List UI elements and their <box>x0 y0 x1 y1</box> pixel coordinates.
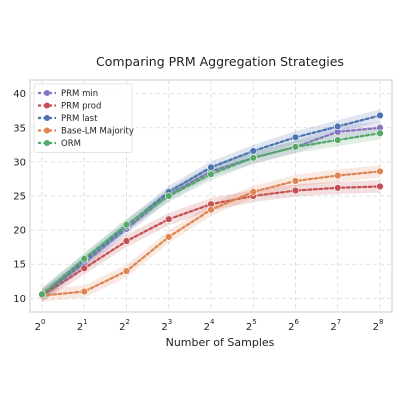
data-point <box>207 170 215 178</box>
y-tick-label: 35 <box>13 123 26 134</box>
x-tick-exponent: 3 <box>168 318 172 326</box>
legend-swatch-marker <box>44 127 50 134</box>
data-point <box>165 192 173 200</box>
data-point <box>334 122 342 131</box>
legend-swatch-marker <box>44 90 50 96</box>
legend-label: PRM prod <box>61 102 101 112</box>
data-point <box>165 215 173 223</box>
data-point <box>249 154 257 162</box>
data-point <box>376 167 384 176</box>
x-tick-base: 2 <box>77 322 83 333</box>
data-point <box>291 186 300 195</box>
data-point <box>80 264 88 273</box>
data-point <box>376 182 384 191</box>
legend-label: PRM last <box>61 114 98 124</box>
data-point <box>249 188 257 196</box>
x-tick-label: 20 <box>35 318 46 333</box>
series-base-lm-majority <box>38 165 384 302</box>
y-tick-label: 10 <box>13 294 26 305</box>
data-point <box>80 255 88 263</box>
legend-swatch-marker <box>44 115 50 121</box>
legend-label: PRM min <box>61 89 98 99</box>
data-point <box>122 267 131 275</box>
x-tick-exponent: 2 <box>125 318 129 326</box>
y-tick-label: 15 <box>13 260 26 271</box>
data-point <box>165 233 173 241</box>
legend: PRM min PRM prod PRM last Base-LM Majority O… <box>33 83 134 153</box>
x-tick-base: 2 <box>204 322 210 333</box>
data-point <box>122 220 131 229</box>
x-tick-label: 25 <box>246 318 257 333</box>
x-tick-label: 21 <box>77 318 88 333</box>
data-point <box>80 287 88 296</box>
data-point <box>291 177 300 185</box>
x-tick-base: 2 <box>246 322 252 333</box>
x-tick-label: 24 <box>204 318 215 333</box>
x-tick-base: 2 <box>288 322 294 333</box>
x-tick-base: 2 <box>119 322 125 333</box>
x-tick-base: 2 <box>161 322 167 333</box>
x-tick-exponent: 6 <box>294 318 299 326</box>
series-orm <box>38 127 384 301</box>
x-tick-exponent: 8 <box>379 318 383 326</box>
y-tick-label: 25 <box>13 192 26 203</box>
legend-swatch-marker <box>44 102 50 109</box>
series-band <box>42 127 380 301</box>
x-tick-base: 2 <box>35 322 41 333</box>
x-tick-label: 28 <box>373 318 384 333</box>
x-tick-exponent: 0 <box>41 318 45 326</box>
y-tick-label: 30 <box>13 157 26 168</box>
data-point <box>376 111 384 120</box>
y-tick-label: 20 <box>13 226 26 237</box>
data-point <box>291 133 300 142</box>
series-prm-prod <box>38 180 384 302</box>
data-point <box>376 129 384 137</box>
data-point <box>207 205 215 214</box>
data-point <box>122 237 131 245</box>
x-tick-exponent: 4 <box>210 318 215 326</box>
x-tick-label: 22 <box>119 318 130 333</box>
data-point <box>334 136 342 144</box>
data-point <box>38 290 46 298</box>
series-band <box>42 109 380 301</box>
data-point <box>334 171 342 180</box>
legend-box <box>33 83 133 153</box>
x-tick-base: 2 <box>373 322 379 333</box>
legend-label: Base-LM Majority <box>61 127 134 137</box>
x-tick-exponent: 5 <box>252 318 256 326</box>
y-tick-label: 40 <box>13 89 26 100</box>
chart-title: Comparing PRM Aggregation Strategies <box>96 54 344 69</box>
x-tick-label: 26 <box>288 318 299 333</box>
data-point <box>334 184 342 192</box>
x-tick-exponent: 1 <box>83 318 87 326</box>
x-tick-label: 27 <box>330 318 341 333</box>
x-tick-exponent: 7 <box>337 318 341 326</box>
legend-swatch-marker <box>44 140 50 146</box>
legend-label: ORM <box>61 139 81 149</box>
x-tick-label: 23 <box>161 318 172 333</box>
x-tick-base: 2 <box>330 322 336 333</box>
x-axis-label: Number of Samples <box>166 336 275 349</box>
data-point <box>291 143 300 151</box>
